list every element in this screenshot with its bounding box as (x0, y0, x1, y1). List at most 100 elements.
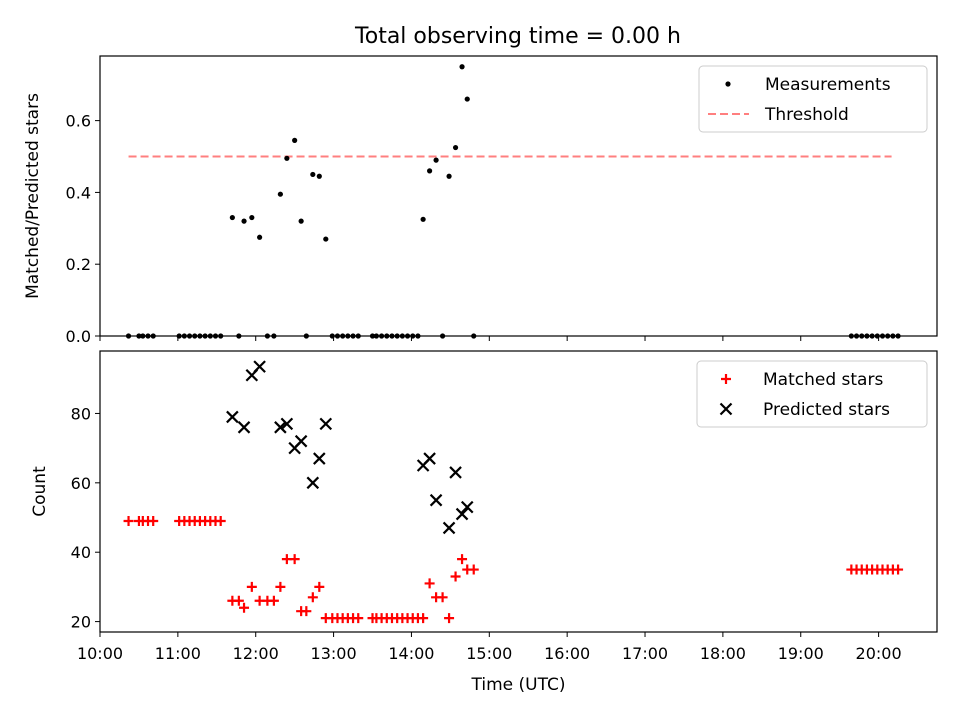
y-tick-label: 60 (71, 474, 91, 493)
legend-box (696, 360, 928, 428)
data-point (145, 333, 151, 339)
x-tick-label: 10:00 (77, 644, 123, 663)
x-tick-label: 18:00 (700, 644, 746, 663)
data-point (233, 595, 244, 606)
data-point (271, 333, 277, 339)
x-tick-label: 16:00 (544, 644, 590, 663)
y-axis-label: Count (30, 466, 50, 517)
data-point (207, 333, 213, 339)
data-point (229, 214, 235, 221)
data-point (424, 578, 435, 589)
data-point (895, 333, 901, 339)
data-point (275, 581, 286, 592)
x-tick-label: 19:00 (778, 644, 824, 663)
data-point (310, 171, 316, 178)
data-point (859, 333, 865, 339)
data-point (284, 155, 290, 161)
data-point (289, 554, 300, 565)
legend-label: Matched stars (763, 370, 883, 390)
legend-label: Predicted stars (763, 400, 890, 420)
legend-key (721, 374, 731, 384)
data-point (468, 564, 479, 575)
data-point (316, 173, 322, 179)
data-point (246, 581, 257, 592)
y-axis-label: Matched/Predicted stars (23, 93, 43, 299)
x-axis-label: Time (UTC) (471, 675, 566, 695)
legend-label: Measurements (765, 75, 891, 95)
plot-frame (99, 350, 938, 633)
data-point (384, 333, 390, 339)
data-point (410, 333, 416, 339)
data-point (268, 595, 279, 606)
legend: Matched stars Predicted stars (696, 360, 928, 428)
series-predicted-stars (226, 360, 474, 535)
data-point (415, 333, 421, 339)
data-point (404, 333, 411, 339)
data-point (241, 218, 247, 224)
data-point (450, 571, 461, 582)
data-point (879, 333, 886, 339)
data-point (334, 333, 341, 339)
data-point (257, 234, 263, 240)
legend-box (698, 65, 928, 133)
data-point (176, 333, 182, 339)
data-point (277, 191, 283, 197)
data-point (471, 333, 477, 339)
x-tick-label: 13:00 (311, 644, 357, 663)
data-point (340, 333, 346, 339)
data-point (427, 168, 433, 174)
y-tick-label: 0.0 (66, 327, 91, 346)
data-point (280, 417, 294, 431)
figure-title: Total observing time = 0.00 h (354, 24, 681, 49)
x-tick-label: 17:00 (622, 644, 668, 663)
data-point (323, 236, 329, 242)
data-point (197, 333, 203, 339)
data-point (253, 360, 266, 373)
data-point (292, 137, 298, 143)
data-point (439, 333, 446, 339)
data-point (181, 333, 187, 339)
data-point (226, 410, 239, 424)
data-point (298, 218, 304, 224)
data-point (446, 173, 452, 179)
data-point (449, 466, 462, 479)
legend-label: Threshold (764, 105, 849, 125)
bottom-panel: 20 40 60 80 10:00 11:00 12:00 13:00 14:00 15:00 16… (30, 350, 938, 695)
data-point (893, 564, 904, 575)
data-point (452, 144, 459, 151)
data-point (313, 452, 326, 465)
data-point (378, 333, 385, 339)
data-point (355, 333, 361, 339)
x-tick-label: 14:00 (388, 644, 434, 663)
data-point (329, 333, 335, 339)
data-point (437, 592, 448, 603)
data-point (345, 333, 351, 339)
legend: Measurements Threshold (698, 65, 928, 133)
data-point (319, 417, 333, 431)
data-point (423, 452, 436, 465)
data-point (294, 434, 308, 448)
data-point (264, 333, 270, 339)
data-point (885, 333, 891, 339)
data-point (459, 64, 465, 70)
data-point (301, 606, 312, 617)
x-tick-label: 11:00 (155, 644, 201, 663)
data-point (418, 613, 429, 624)
data-point (869, 333, 875, 339)
data-point (239, 602, 250, 613)
data-point (874, 333, 880, 339)
data-point (848, 333, 854, 339)
data-point (274, 421, 287, 434)
data-point (444, 613, 455, 624)
data-point (212, 333, 219, 339)
y-tick-label: 80 (71, 404, 91, 423)
data-point (307, 592, 318, 603)
data-point (148, 515, 159, 526)
data-point (399, 333, 405, 339)
data-point (864, 333, 870, 339)
data-point (237, 421, 251, 434)
data-point (306, 476, 320, 490)
data-point (373, 333, 380, 339)
x-tick-label: 20:00 (856, 644, 902, 663)
data-point (433, 157, 439, 163)
